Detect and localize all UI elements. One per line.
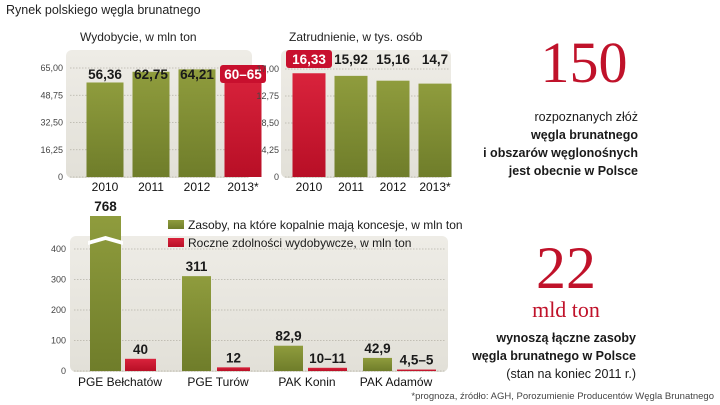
chart3-bar-reserves xyxy=(363,357,392,371)
chart3-value-label-capacity: 10–11 xyxy=(309,351,346,366)
chart2-bar xyxy=(376,80,410,177)
chart2-bar xyxy=(292,73,326,177)
chart1-value-label: 60–65 xyxy=(224,67,262,82)
chart2-title: Zatrudnienie, w tys. osób xyxy=(289,30,423,44)
chart-extraction: 0 16,25 32,50 48,75 65,00 56,36 2010 62,75 2011 6… xyxy=(40,63,266,194)
chart1-category-label: 2010 xyxy=(92,180,119,194)
chart3-ytick-label: 200 xyxy=(51,305,66,315)
chart3-ytick-label: 0 xyxy=(61,366,66,376)
chart3-bar-capacity xyxy=(125,358,156,371)
chart-mines: 0 100 200 300 400 768 40 PGE Bełchatów 311 12 PGE … xyxy=(51,199,446,389)
fact2-number: 22 xyxy=(536,235,596,301)
chart1-ytick-label: 48,75 xyxy=(40,90,63,100)
chart2-ytick-label: 0 xyxy=(274,172,279,182)
chart3-panel xyxy=(70,236,448,372)
chart2-ytick-label: 12,75 xyxy=(256,91,279,101)
chart2-value-label: 14,7 xyxy=(422,52,448,67)
chart2-value-label: 16,33 xyxy=(292,52,326,67)
infographic-title: Rynek polskiego węgla brunatnego xyxy=(6,3,201,17)
chart1-category-label: 2011 xyxy=(138,180,164,194)
chart3-axis-break xyxy=(88,236,123,245)
chart2-category-label: 2010 xyxy=(296,180,323,194)
chart2-bar xyxy=(334,75,368,177)
fact1-line2: węgla brunatnego xyxy=(530,128,638,142)
chart3-category-label: PAK Adamów xyxy=(360,375,433,389)
chart2-value-label: 15,92 xyxy=(334,52,368,67)
chart2-value-label: 15,16 xyxy=(376,52,410,67)
fact1-number: 150 xyxy=(541,30,628,95)
chart2-ytick-label: 17,00 xyxy=(256,64,279,74)
chart1-value-badge xyxy=(220,65,266,83)
chart3-legend: Zasoby, na które kopalnie mają koncesje,… xyxy=(168,218,463,250)
chart1-value-label: 62,75 xyxy=(134,67,168,82)
chart3-category-label: PGE Bełchatów xyxy=(78,375,162,389)
chart3-value-label-capacity: 4,5–5 xyxy=(400,353,434,368)
chart1-bar xyxy=(86,82,124,177)
fact2-line1: wynoszą łączne zasoby xyxy=(495,331,636,345)
chart1-value-label: 56,36 xyxy=(88,67,122,82)
chart1-ytick-label: 0 xyxy=(58,172,63,182)
chart3-ytick-label: 100 xyxy=(51,336,66,346)
footnote: *prognoza, źródło: AGH, Porozumienie Pro… xyxy=(411,391,714,402)
chart3-value-label-reserves: 42,9 xyxy=(364,341,390,356)
chart3-bar-reserves xyxy=(274,345,303,371)
chart2-category-label: 2012 xyxy=(380,180,407,194)
chart2-bar xyxy=(418,83,452,177)
fact1-line1: rozpoznanych złóż xyxy=(534,110,638,124)
legend-swatch-reserves xyxy=(168,220,184,229)
chart3-value-label-reserves: 82,9 xyxy=(275,329,301,344)
chart3-value-label-reserves: 311 xyxy=(186,259,208,274)
chart1-bar xyxy=(178,69,216,177)
chart2-value-badge xyxy=(286,50,332,68)
fact2-unit: mld ton xyxy=(532,297,600,322)
fact1-line3: i obszarów węglonośnych xyxy=(483,146,638,160)
chart1-value-label: 64,21 xyxy=(180,67,214,82)
chart3-value-label-capacity: 40 xyxy=(133,342,148,357)
chart2-category-label: 2011 xyxy=(338,180,364,194)
chart1-bar xyxy=(132,71,170,177)
fact2-line2: węgla brunatnego w Polsce xyxy=(471,349,636,363)
chart1-ytick-label: 16,25 xyxy=(40,145,63,155)
legend-label-capacity: Roczne zdolności wydobywcze, w mln ton xyxy=(188,236,411,250)
chart2-category-label: 2013* xyxy=(419,180,451,194)
chart3-ytick-label: 300 xyxy=(51,275,66,285)
chart3-category-label: PGE Turów xyxy=(187,375,249,389)
chart1-bar xyxy=(224,72,262,177)
chart3-value-label-capacity: 12 xyxy=(226,350,241,365)
chart3-bar-reserves xyxy=(182,276,211,371)
chart2-ytick-label: 4,25 xyxy=(261,145,279,155)
chart1-title: Wydobycie, w mln ton xyxy=(80,30,197,44)
chart1-category-label: 2012 xyxy=(184,180,211,194)
fact1-line4: jest obecnie w Polsce xyxy=(508,164,638,178)
chart1-category-label: 2013* xyxy=(227,180,259,194)
chart3-ytick-label: 400 xyxy=(51,244,66,254)
chart3-bar-capacity xyxy=(397,369,436,371)
chart2-ytick-label: 8,50 xyxy=(261,118,279,128)
legend-swatch-capacity xyxy=(168,238,184,247)
legend-label-reserves: Zasoby, na które kopalnie mają koncesje,… xyxy=(188,218,463,232)
chart1-ytick-label: 32,50 xyxy=(40,118,63,128)
chart-employment: 0 4,25 8,50 12,75 17,00 16,33 2010 15,92 2011 15,… xyxy=(256,50,452,194)
chart3-value-label-reserves: 768 xyxy=(94,199,117,214)
fact2-extra: (stan na koniec 2011 r.) xyxy=(506,367,636,381)
chart1-ytick-label: 65,00 xyxy=(40,63,63,73)
chart3-bar-capacity xyxy=(308,367,347,371)
chart3-category-label: PAK Konin xyxy=(278,375,335,389)
chart3-bar-capacity xyxy=(217,367,250,371)
